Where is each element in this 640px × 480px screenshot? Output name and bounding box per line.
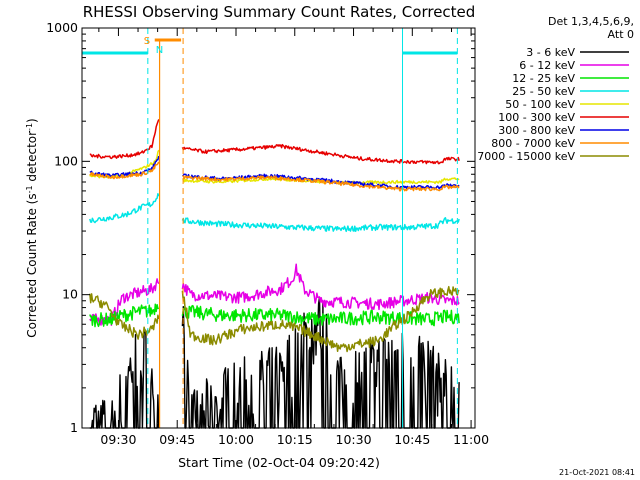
series-6-12-keV-line [89, 263, 460, 326]
legend-label-25-50-keV: 25 - 50 keV [512, 85, 575, 98]
x-axis-label: Start Time (02-Oct-04 09:20:42) [178, 455, 380, 470]
series-12-25-keV-line [89, 303, 460, 328]
y-axis-label-exp-2: -1 [25, 123, 34, 131]
y-tick-label: 1 [70, 420, 78, 435]
series-100-300-keV-line [89, 119, 460, 165]
series-25-50-keV-line [89, 193, 460, 233]
legend-label-800-7000-keV: 800 - 7000 keV [491, 137, 575, 150]
plot-frame [81, 27, 476, 429]
y-axis-label: Corrected Count Rate (s-1 detector-1) [25, 118, 40, 337]
x-tick-label: 09:30 [100, 432, 136, 447]
x-tick-label: 11:00 [453, 432, 489, 447]
series-layer [89, 119, 460, 429]
footer-date: 21-Oct-2021 08:41 [559, 468, 635, 477]
legend-label-6-12-keV: 6 - 12 keV [519, 59, 575, 72]
y-axis-label-main: Corrected Count Rate (s [25, 193, 39, 337]
x-tick-label: 10:45 [394, 432, 430, 447]
y-tick-label: 100 [54, 153, 78, 168]
legend-label-50-100-keV: 50 - 100 keV [505, 98, 575, 111]
legend-label-300-800-keV: 300 - 800 keV [498, 124, 575, 137]
x-tick-label: 10:00 [218, 432, 254, 447]
y-tick-label: 10 [62, 287, 78, 302]
marker-layer: SN [82, 28, 458, 428]
x-tick-label: 10:15 [277, 432, 313, 447]
y-axis-label-close: ) [25, 118, 39, 123]
x-tick-label: 09:45 [159, 432, 195, 447]
legend-label-3-6-keV: 3 - 6 keV [526, 46, 575, 59]
legend-header-attenuator: Att 0 [608, 28, 634, 41]
flag-label-n: N [156, 45, 163, 56]
series-50-100-keV-line [89, 149, 460, 185]
chart-title: RHESSI Observing Summary Count Rates, Co… [83, 3, 476, 21]
legend-label-12-25-keV: 12 - 25 keV [512, 72, 575, 85]
legend-header-detectors: Det 1,3,4,5,6,9, [548, 15, 634, 28]
legend-label-7000-15000-keV: 7000 - 15000 keV [477, 150, 575, 163]
series-800-7000-keV-line [89, 161, 460, 192]
y-tick-label: 1000 [46, 20, 78, 35]
flag-label-s: S [144, 36, 150, 47]
y-axis-label-exp-1: -1 [25, 185, 34, 193]
series-300-800-keV-line [89, 155, 460, 190]
series-7000-15000-keV-line [89, 285, 460, 353]
x-tick-label: 10:30 [336, 432, 372, 447]
legend-label-100-300-keV: 100 - 300 keV [498, 111, 575, 124]
axis-layer: 09:30 09:45 10:00 10:15 10:30 10:45 11:00 1 10 10… [46, 20, 489, 447]
y-axis-label-detector: detector [25, 131, 39, 186]
